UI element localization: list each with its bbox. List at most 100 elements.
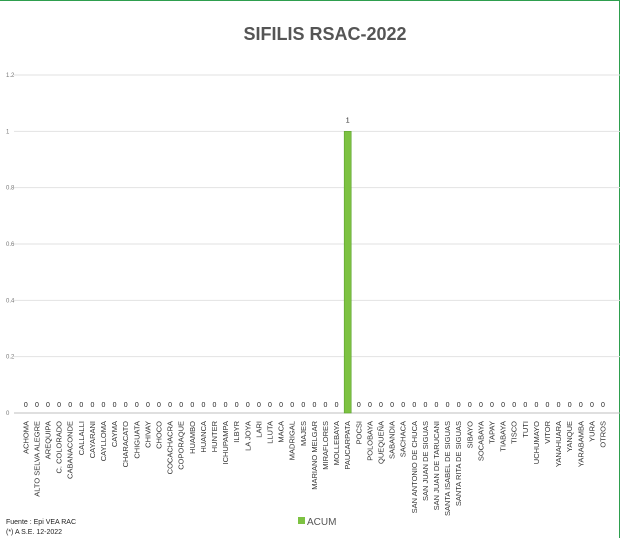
data-label: 0 bbox=[312, 402, 316, 409]
y-tick-label: 0.4 bbox=[6, 298, 15, 304]
x-tick-label: MACA bbox=[277, 421, 286, 443]
data-label: 0 bbox=[590, 402, 594, 409]
gridlines: 0 0.2 0.4 0.6 0.8 1 1.2 bbox=[6, 73, 620, 417]
x-tick-label: ALTO SELVA ALEGRE bbox=[32, 421, 41, 497]
data-label: 0 bbox=[124, 402, 128, 409]
x-axis-labels: ACHOMA ALTO SELVA ALEGRE AREQUIPA C. COLORA… bbox=[21, 420, 607, 516]
data-label: 0 bbox=[135, 402, 139, 409]
data-label: 0 bbox=[601, 402, 605, 409]
x-tick-label: MARIANO MELGAR bbox=[310, 420, 319, 489]
x-tick-label: OTROS bbox=[599, 421, 608, 448]
x-tick-label: SAN JUAN DE SIGUAS bbox=[421, 421, 430, 501]
data-label: 0 bbox=[257, 402, 261, 409]
x-tick-label: TUTI bbox=[521, 421, 530, 438]
x-tick-label: CAYARANI bbox=[88, 421, 97, 458]
x-tick-label: SAN JUAN DE TARUCANI bbox=[432, 421, 441, 510]
x-tick-label: SIBAYO bbox=[465, 421, 474, 449]
x-tick-label: VITOR bbox=[543, 420, 552, 443]
data-label: 0 bbox=[24, 402, 28, 409]
x-tick-label: SABANDIA bbox=[388, 421, 397, 459]
x-tick-label: POLOBAYA bbox=[365, 421, 374, 461]
legend: ACUM bbox=[298, 517, 336, 528]
x-tick-label: CAYLLOMA bbox=[99, 421, 108, 461]
legend-swatch-acum bbox=[298, 517, 305, 524]
data-label: 0 bbox=[512, 402, 516, 409]
x-tick-label: YARABAMBA bbox=[576, 421, 585, 467]
data-label: 0 bbox=[246, 402, 250, 409]
x-tick-label: SAN ANTONIO DE CHUCA bbox=[410, 421, 419, 513]
y-tick-label: 0.2 bbox=[6, 355, 15, 361]
x-tick-label: CHARACATO bbox=[121, 421, 130, 468]
data-label: 0 bbox=[390, 402, 394, 409]
data-label: 0 bbox=[268, 402, 272, 409]
x-tick-label: MIRAFLORES bbox=[321, 421, 330, 470]
x-tick-label: AREQUIPA bbox=[44, 421, 53, 459]
y-tick-label: 0.8 bbox=[6, 186, 15, 192]
x-tick-label: MAJES bbox=[299, 421, 308, 446]
data-label: 0 bbox=[468, 402, 472, 409]
data-label: 0 bbox=[490, 402, 494, 409]
x-tick-label: LLUTA bbox=[266, 421, 275, 444]
data-label: 0 bbox=[457, 402, 461, 409]
legend-label-acum: ACUM bbox=[307, 517, 336, 528]
source-line-2: (*) A S.E. 12-2022 bbox=[6, 529, 62, 536]
data-label: 0 bbox=[213, 402, 217, 409]
data-label: 0 bbox=[113, 402, 117, 409]
y-tick-label: 1.2 bbox=[6, 73, 15, 79]
x-tick-label: PAUCARPATA bbox=[343, 421, 352, 470]
data-label: 0 bbox=[534, 402, 538, 409]
data-label: 0 bbox=[90, 402, 94, 409]
x-tick-label: MOLLEBAYA bbox=[332, 421, 341, 465]
data-label: 0 bbox=[224, 402, 228, 409]
x-tick-label: CHIVAY bbox=[143, 421, 152, 448]
data-label: 0 bbox=[179, 402, 183, 409]
x-tick-label: YANAHUARA bbox=[554, 421, 563, 467]
x-tick-label: CHOCO bbox=[155, 421, 164, 449]
x-tick-label: SANTA RITA DE SIGUAS bbox=[454, 421, 463, 506]
x-tick-label: LARI bbox=[254, 421, 263, 438]
data-label: 0 bbox=[368, 402, 372, 409]
x-tick-label: COPORAQUE bbox=[177, 421, 186, 470]
data-label: 0 bbox=[379, 402, 383, 409]
data-label: 0 bbox=[279, 402, 283, 409]
data-label: 0 bbox=[235, 402, 239, 409]
x-tick-label: TAPAY bbox=[488, 421, 497, 444]
data-label: 0 bbox=[446, 402, 450, 409]
x-tick-label: COCACHACRA bbox=[166, 421, 175, 474]
y-tick-label: 1 bbox=[6, 129, 10, 135]
data-label: 0 bbox=[412, 402, 416, 409]
data-label: 0 bbox=[146, 402, 150, 409]
x-tick-label: CHIGUATA bbox=[132, 421, 141, 459]
x-tick-label: SACHACA bbox=[399, 421, 408, 457]
x-tick-label: CAYMA bbox=[110, 421, 119, 447]
y-tick-label: 0 bbox=[6, 411, 10, 417]
data-label: 0 bbox=[423, 402, 427, 409]
data-label: 0 bbox=[168, 402, 172, 409]
x-tick-label: YANQUE bbox=[565, 421, 574, 452]
data-label: 0 bbox=[46, 402, 50, 409]
x-tick-label: TIABAYA bbox=[499, 421, 508, 452]
x-tick-label: LA JOYA bbox=[243, 421, 252, 451]
x-tick-label: POCSI bbox=[354, 421, 363, 444]
y-tick-label: 0.6 bbox=[6, 242, 15, 248]
data-label: 0 bbox=[335, 402, 339, 409]
data-label: 0 bbox=[568, 402, 572, 409]
data-label: 0 bbox=[102, 402, 106, 409]
data-label: 0 bbox=[79, 402, 83, 409]
source-line-1: Fuente : Epi VEA RAC bbox=[6, 519, 76, 526]
data-label: 0 bbox=[501, 402, 505, 409]
x-tick-label: YURA bbox=[587, 421, 596, 442]
x-tick-label: ICHUPAMPA bbox=[221, 421, 230, 464]
x-tick-label: TISCO bbox=[510, 421, 519, 444]
data-label: 0 bbox=[290, 402, 294, 409]
x-tick-label: QUEQUEÑA bbox=[377, 421, 386, 464]
data-label: 0 bbox=[324, 402, 328, 409]
data-label: 0 bbox=[523, 402, 527, 409]
x-tick-label: SANTA ISABEL DE SIGUAS bbox=[443, 421, 452, 516]
data-label: 0 bbox=[57, 402, 61, 409]
data-label: 0 bbox=[201, 402, 205, 409]
x-tick-label: HUANCA bbox=[199, 421, 208, 453]
data-label: 0 bbox=[401, 402, 405, 409]
data-label: 0 bbox=[557, 402, 561, 409]
